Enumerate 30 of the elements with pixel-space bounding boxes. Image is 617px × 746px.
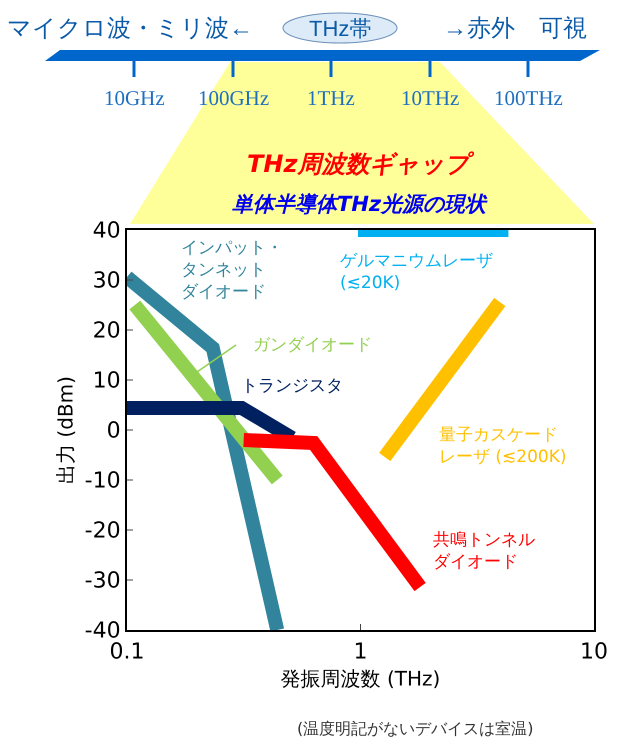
text: 10THz (401, 86, 460, 110)
series-label: トランジスタ (241, 376, 343, 396)
series-label: 量子カスケードレーザ (≲200K) (439, 425, 567, 468)
text: マイクロ波・ミリ波← (7, 15, 253, 42)
text: THz帯 (309, 16, 372, 41)
y-axis-title: 出力 (dBm) (54, 376, 78, 484)
y-tick-label: -10 (84, 468, 121, 494)
text: →赤外 可視 (443, 15, 587, 42)
x-tick-label: 10 (580, 639, 608, 664)
y-tick-label: 0 (106, 418, 121, 444)
text: 1THz (307, 86, 355, 110)
y-tick-label: -20 (84, 518, 121, 544)
y-tick-label: 30 (92, 268, 121, 294)
x-tick-label: 1 (354, 639, 368, 664)
y-tick-label: 20 (92, 318, 121, 344)
text: 10GHz (104, 86, 165, 110)
chart-subtitle: 単体半導体THz光源の現状 (232, 192, 488, 216)
text: 100THz (494, 86, 563, 110)
text: ガンダイオード (253, 335, 372, 355)
text: 100GHz (198, 86, 270, 110)
chart-title: THz周波数ギャップ (247, 150, 474, 178)
series-label: 共鳴トンネルダイオード (433, 530, 535, 572)
series-label: ゲルマニウムレーザ(≲20K) (340, 251, 493, 294)
x-tick-label: 0.1 (110, 639, 144, 664)
y-tick-label: 40 (92, 218, 121, 244)
y-tick-label: 10 (92, 368, 121, 394)
text: (温度明記がないデバイスは室温) (297, 719, 534, 738)
y-tick-label: -30 (84, 568, 121, 594)
series-label: インパット・タンネットダイオード (181, 238, 283, 302)
x-axis-title: 発振周波数 (THz) (280, 666, 440, 690)
